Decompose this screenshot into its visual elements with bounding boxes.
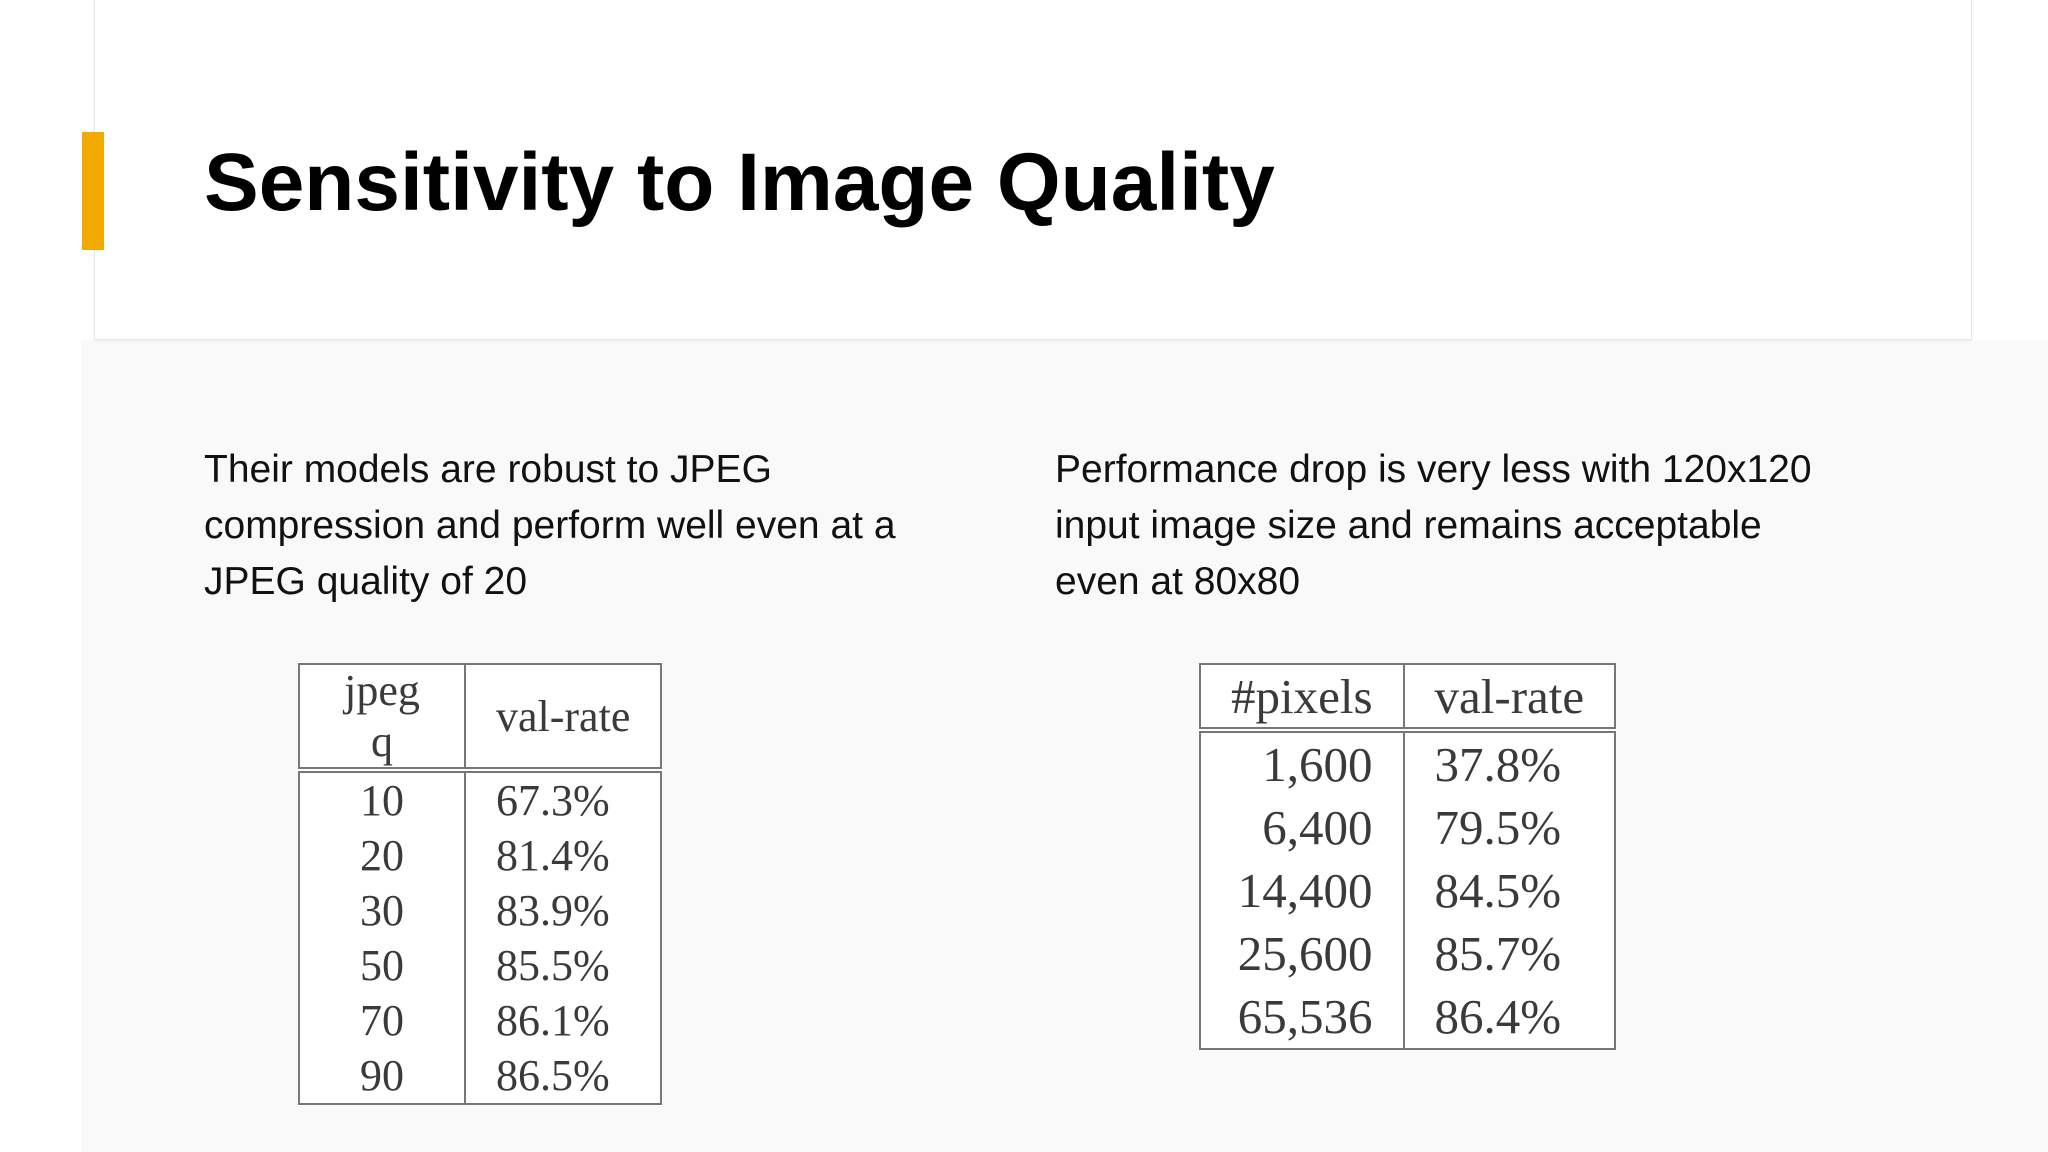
table-cell: 83.9% xyxy=(463,883,662,938)
column-header: val-rate xyxy=(463,664,662,773)
table-row: 50 85.5% xyxy=(299,938,662,993)
table-cell: 67.3% xyxy=(463,770,662,828)
column-header: jpeg q xyxy=(299,664,465,773)
table-cell: 30 xyxy=(360,886,404,935)
accent-bar xyxy=(82,132,104,250)
header-card xyxy=(94,0,1972,340)
table-row: 20 81.4% xyxy=(299,828,662,883)
table-row: 70 86.1% xyxy=(299,993,662,1048)
column-header: val-rate xyxy=(1402,664,1616,733)
table-row: 25,600 85.7% xyxy=(1200,922,1616,985)
table-row: 6,400 79.5% xyxy=(1200,796,1616,859)
slide-title: Sensitivity to Image Quality xyxy=(204,137,1275,228)
table-cell: 65,536 xyxy=(1237,989,1373,1044)
table-row: 65,536 86.4% xyxy=(1200,985,1616,1049)
table-row: 30 83.9% xyxy=(299,883,662,938)
table-cell: 86.4% xyxy=(1402,985,1616,1049)
results-table: #pixels val-rate 1,600 37.8% 6,400 79.5% 14,40… xyxy=(1199,663,1617,1050)
column-header: #pixels xyxy=(1200,664,1404,733)
table-cell: 14,400 xyxy=(1237,863,1373,918)
header-row: #pixels val-rate xyxy=(1200,664,1616,733)
table-cell: 85.5% xyxy=(463,938,662,993)
table-cell: 70 xyxy=(360,996,404,1045)
table-cell: 90 xyxy=(360,1051,404,1100)
table-cell: 50 xyxy=(360,941,404,990)
table-cell: 85.7% xyxy=(1402,922,1616,985)
table-cell: 79.5% xyxy=(1402,796,1616,859)
table-cell: 86.1% xyxy=(463,993,662,1048)
table-cell: 6,400 xyxy=(1262,800,1373,855)
table-row: 14,400 84.5% xyxy=(1200,859,1616,922)
table-cell: 81.4% xyxy=(463,828,662,883)
table-cell: 86.5% xyxy=(463,1048,662,1104)
column-text: Their models are robust to JPEG compress… xyxy=(204,448,896,603)
table-row: 10 67.3% xyxy=(299,770,662,828)
header-row: jpeg q val-rate xyxy=(299,664,662,773)
table-cell: 10 xyxy=(360,776,404,825)
table-row: 90 86.5% xyxy=(299,1048,662,1104)
table-cell: 1,600 xyxy=(1262,737,1373,792)
table-cell: 20 xyxy=(360,831,404,880)
table-cell: 25,600 xyxy=(1237,926,1373,981)
table-cell: 37.8% xyxy=(1402,730,1616,796)
table-cell: 84.5% xyxy=(1402,859,1616,922)
results-table: jpeg q val-rate 10 67.3% 20 81.4% 30 83.9% 50 85.… xyxy=(298,663,663,1105)
column-text: Performance drop is very less with 120x1… xyxy=(1055,448,1812,603)
table-row: 1,600 37.8% xyxy=(1200,730,1616,796)
